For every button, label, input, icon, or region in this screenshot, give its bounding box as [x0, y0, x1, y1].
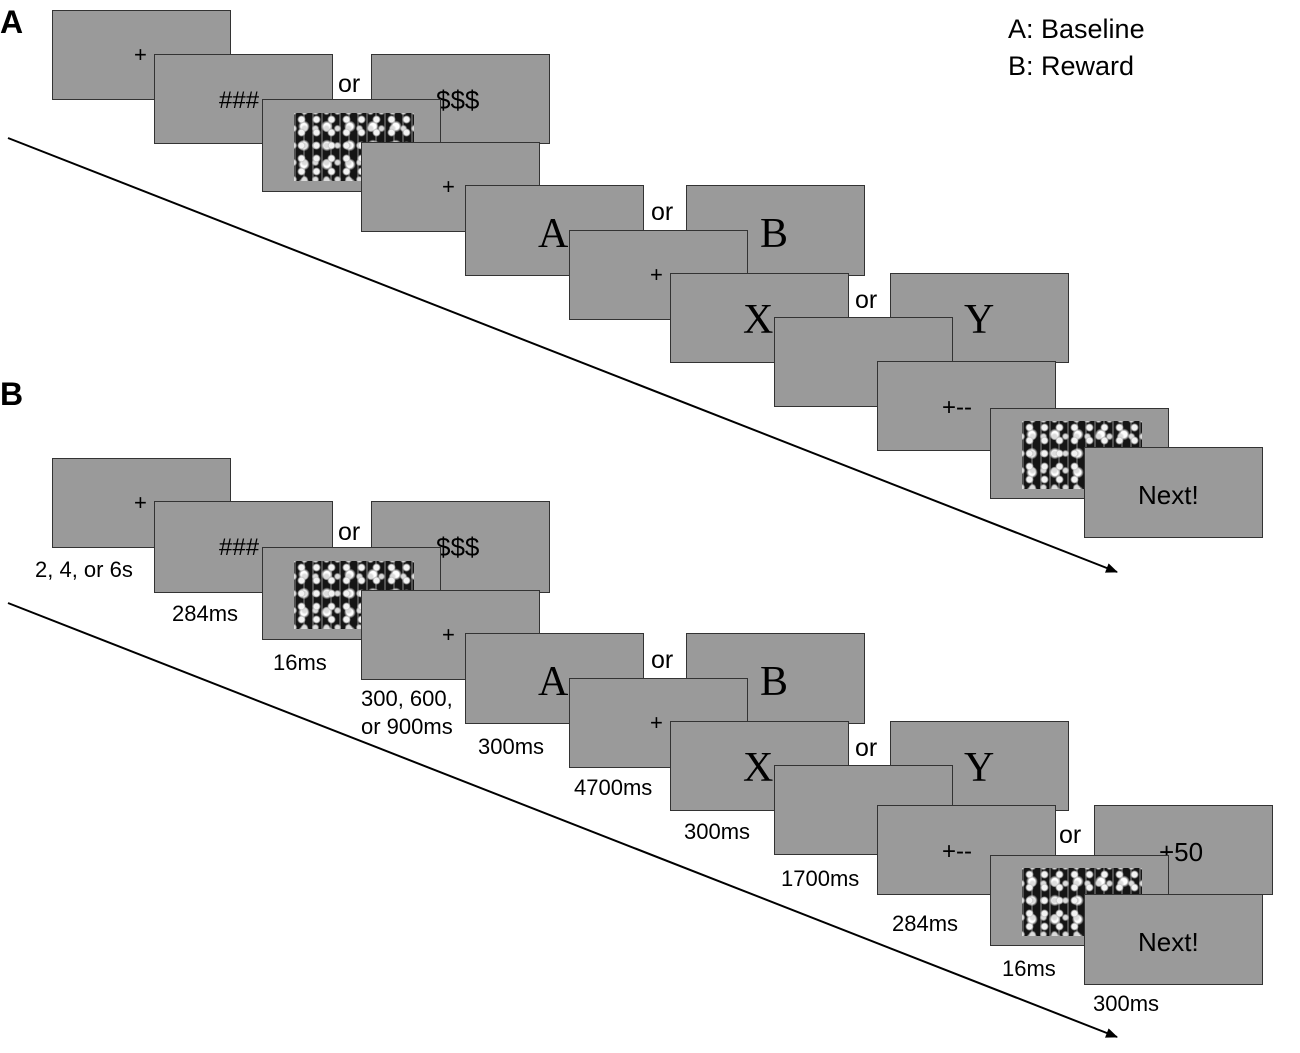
stimulus-x: X — [743, 745, 774, 791]
next-text: Next! — [1138, 927, 1199, 957]
fixation-cross: + — [442, 174, 455, 199]
or-label: or — [855, 734, 878, 762]
stimulus-b: B — [760, 211, 789, 257]
or-label: or — [651, 646, 674, 674]
duration-ab: 300ms — [478, 734, 545, 759]
duration-delay-line2: or 900ms — [361, 714, 453, 739]
stimulus-a: A — [538, 211, 569, 257]
reward-cue-text: $$$ — [436, 85, 480, 115]
duration-fixation: 2, 4, or 6s — [35, 557, 133, 582]
feedback-text: +-- — [942, 838, 972, 865]
duration-next: 300ms — [1093, 991, 1160, 1016]
or-label: or — [338, 518, 361, 546]
fixation-cross: + — [650, 262, 663, 287]
screen-next-a: Next! — [1084, 447, 1263, 538]
feedback-text: +-- — [942, 394, 972, 421]
duration-fixation2: 4700ms — [574, 775, 653, 800]
panel-label-b: B — [0, 376, 24, 412]
reward-cue-text: $$$ — [436, 532, 480, 562]
stimulus-x: X — [743, 297, 774, 343]
stimulus-y: Y — [964, 297, 995, 343]
fixation-cross: + — [650, 710, 663, 735]
duration-cue: 284ms — [172, 601, 239, 626]
duration-feedback: 284ms — [892, 911, 959, 936]
duration-xy: 300ms — [684, 819, 751, 844]
fixation-cross: + — [134, 490, 147, 515]
duration-blank: 1700ms — [781, 866, 860, 891]
fixation-cross: + — [134, 42, 147, 67]
panel-label-a: A — [0, 4, 24, 40]
or-label: or — [1059, 821, 1082, 849]
duration-mask: 16ms — [273, 650, 327, 675]
neutral-cue-text: ### — [219, 87, 260, 114]
stimulus-a: A — [538, 659, 569, 705]
duration-mask2: 16ms — [1002, 956, 1056, 981]
neutral-cue-text: ### — [219, 534, 260, 561]
stimulus-b: B — [760, 659, 789, 705]
screen-next-b: Next! — [1084, 894, 1263, 985]
legend-reward: B: Reward — [1008, 51, 1135, 81]
or-label: or — [651, 198, 674, 226]
or-label: or — [855, 286, 878, 314]
next-text: Next! — [1138, 480, 1199, 510]
duration-delay-line1: 300, 600, — [361, 686, 453, 711]
fixation-cross: + — [442, 622, 455, 647]
stimulus-y: Y — [964, 745, 995, 791]
legend-baseline: A: Baseline — [1008, 14, 1145, 44]
or-label: or — [338, 70, 361, 98]
